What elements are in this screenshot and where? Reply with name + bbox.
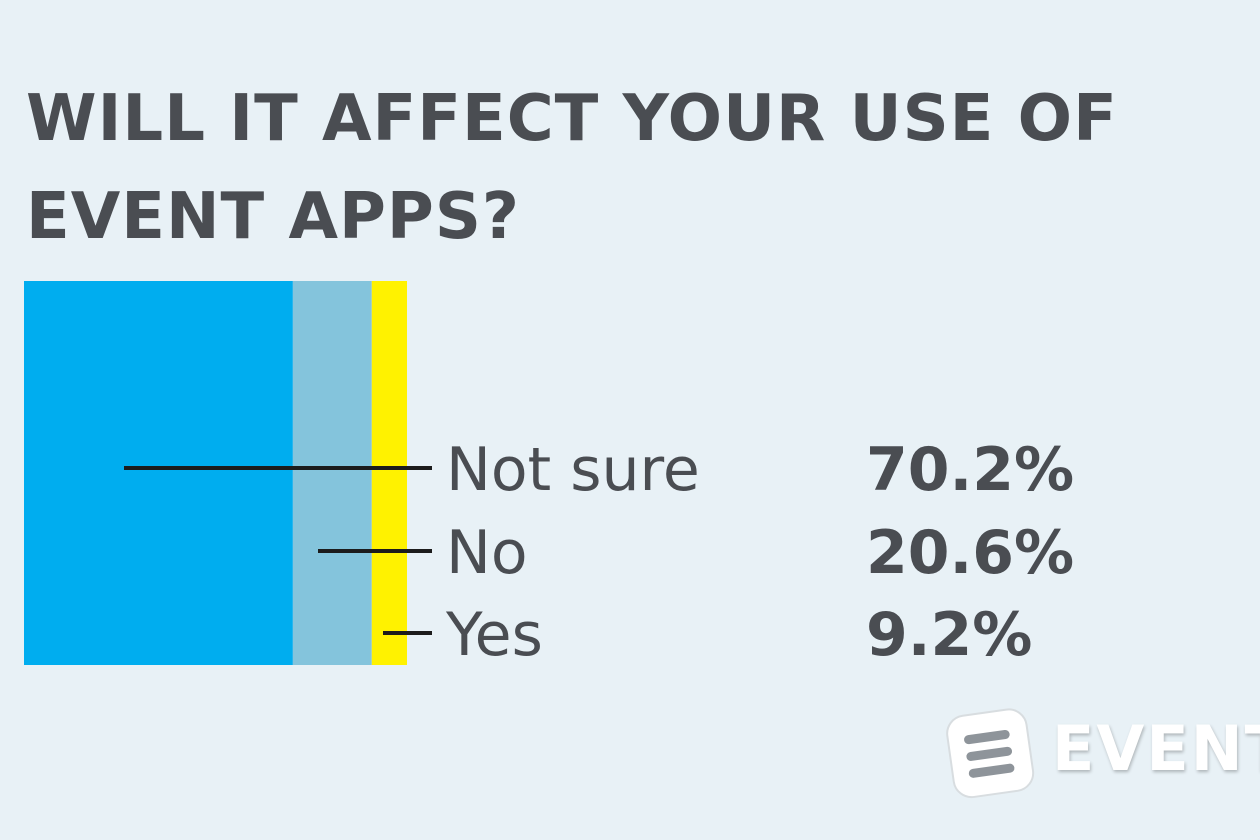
value-label-no: 20.6% (866, 518, 1074, 588)
chart-title: WILL IT AFFECT YOUR USE OF EVENT APPS? (26, 82, 1118, 254)
bar-segment-yes (371, 281, 407, 665)
bar-segment-not-sure (24, 281, 293, 665)
event-logo-icon (946, 708, 1035, 799)
bar-segment-no (292, 281, 372, 665)
legend-label-not-sure: Not sure (446, 435, 700, 505)
legend-label-no: No (446, 518, 528, 588)
brand-logo: EVENT (940, 700, 1260, 800)
logo-wordmark: EVENT (1052, 712, 1260, 785)
value-label-not-sure: 70.2% (866, 435, 1074, 505)
value-label-yes: 9.2% (866, 600, 1032, 670)
legend-label-yes: Yes (445, 600, 543, 670)
